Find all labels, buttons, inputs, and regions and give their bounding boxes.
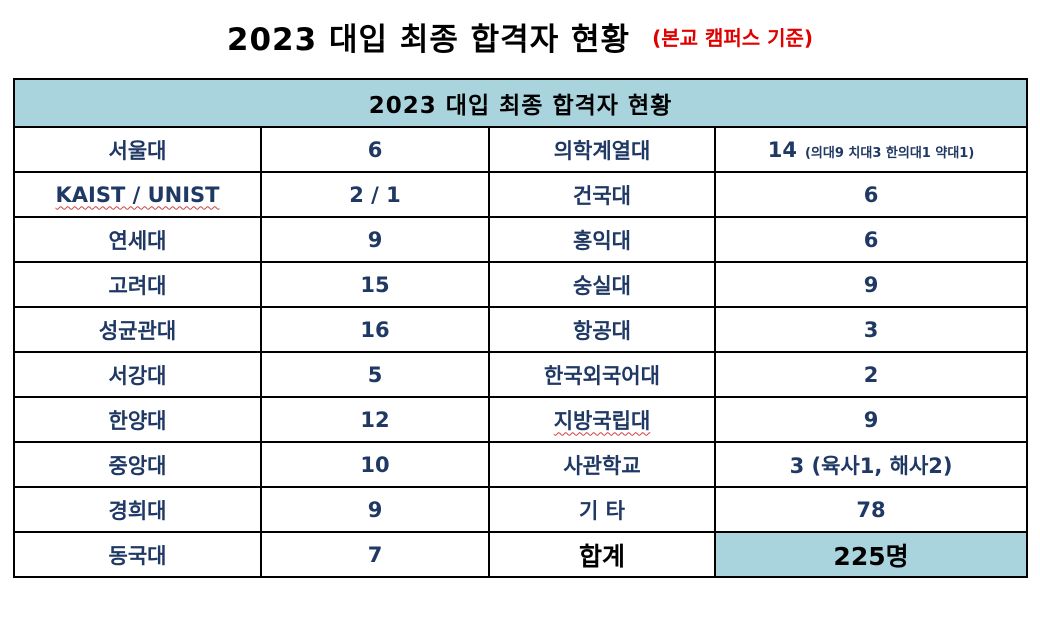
admit-count: 6 <box>713 216 1029 263</box>
university-name: 한국외국어대 <box>488 351 716 398</box>
admit-detail: (의대9 치대3 한의대1 약대1) <box>804 145 975 161</box>
title-bar: 2023 대입 최종 합격자 현황 (본교 캠퍼스 기준) <box>0 14 1040 59</box>
admit-count: 3 (육사1, 해사2) <box>713 441 1029 488</box>
university-name: 사관학교 <box>488 441 716 488</box>
university-name: 성균관대 <box>13 306 262 353</box>
table-header-row: 2023 대입 최종 합격자 현황 <box>12 78 1029 128</box>
table-row: 한양대 12 지방국립대 9 <box>13 396 1029 443</box>
university-name: KAIST / UNIST <box>55 182 220 207</box>
admit-count: 5 <box>260 351 490 398</box>
university-name: 경희대 <box>13 486 262 533</box>
university-name: 의학계열대 <box>488 126 716 173</box>
table-total-row: 동국대 7 합계 225명 <box>13 531 1029 578</box>
total-label: 합계 <box>488 531 716 578</box>
admit-count-cell: 14 (의대9 치대3 한의대1 약대1) <box>713 126 1029 173</box>
university-name-cell: 지방국립대 <box>488 396 716 443</box>
table-row: KAIST / UNIST 2 / 1 건국대 6 <box>13 171 1029 218</box>
university-name: 동국대 <box>13 531 262 578</box>
admit-count: 2 <box>713 351 1029 398</box>
university-name: 지방국립대 <box>553 408 651 433</box>
admit-count: 78 <box>713 486 1029 533</box>
university-name: 홍익대 <box>488 216 716 263</box>
admit-count: 9 <box>260 486 490 533</box>
admit-count: 6 <box>713 171 1029 218</box>
admit-count: 16 <box>260 306 490 353</box>
admit-count: 2 / 1 <box>260 171 490 218</box>
admit-count: 12 <box>260 396 490 443</box>
total-value: 225명 <box>713 531 1029 578</box>
admit-count: 9 <box>260 216 490 263</box>
admit-count: 14 <box>767 137 797 162</box>
page-subtitle: (본교 캠퍼스 기준) <box>652 26 814 50</box>
university-name: 고려대 <box>13 261 262 308</box>
university-name: 중앙대 <box>13 441 262 488</box>
university-name: 항공대 <box>488 306 716 353</box>
university-name: 숭실대 <box>488 261 716 308</box>
table-header: 2023 대입 최종 합격자 현황 <box>12 78 1029 128</box>
university-name-cell: KAIST / UNIST <box>13 171 262 218</box>
admit-count: 15 <box>260 261 490 308</box>
table-row: 서울대 6 의학계열대 14 (의대9 치대3 한의대1 약대1) <box>13 126 1029 173</box>
admit-count: 3 <box>713 306 1029 353</box>
admissions-table: 2023 대입 최종 합격자 현황 서울대 6 의학계열대 14 (의대9 치대3… <box>12 78 1029 578</box>
university-name: 서울대 <box>13 126 262 173</box>
table-row: 경희대 9 기 타 78 <box>13 486 1029 533</box>
admit-count: 6 <box>260 126 490 173</box>
table-row: 서강대 5 한국외국어대 2 <box>13 351 1029 398</box>
admit-count: 9 <box>713 396 1029 443</box>
admit-count: 7 <box>260 531 490 578</box>
table-row: 연세대 9 홍익대 6 <box>13 216 1029 263</box>
table-row: 중앙대 10 사관학교 3 (육사1, 해사2) <box>13 441 1029 488</box>
admit-count: 9 <box>713 261 1029 308</box>
page-title: 2023 대입 최종 합격자 현황 <box>226 22 631 58</box>
table-row: 고려대 15 숭실대 9 <box>13 261 1029 308</box>
university-name: 건국대 <box>488 171 716 218</box>
university-name: 기 타 <box>488 486 716 533</box>
university-name: 한양대 <box>13 396 262 443</box>
university-name: 서강대 <box>13 351 262 398</box>
table-row: 성균관대 16 항공대 3 <box>13 306 1029 353</box>
admit-count: 10 <box>260 441 490 488</box>
university-name: 연세대 <box>13 216 262 263</box>
